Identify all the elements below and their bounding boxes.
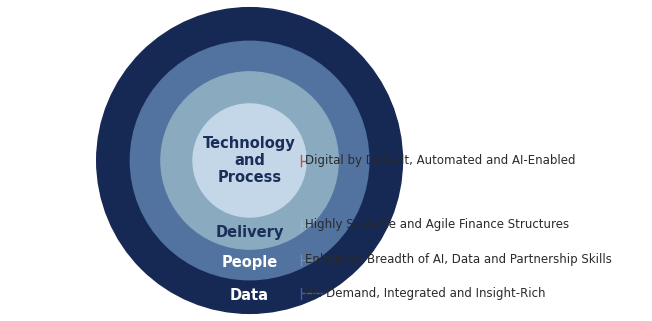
- Circle shape: [193, 104, 306, 217]
- Text: On-Demand, Integrated and Insight-Rich: On-Demand, Integrated and Insight-Rich: [304, 287, 545, 300]
- Text: People: People: [222, 256, 278, 270]
- Text: Delivery: Delivery: [215, 225, 284, 240]
- Circle shape: [96, 8, 402, 313]
- Text: Digital by Default, Automated and AI-Enabled: Digital by Default, Automated and AI-Ena…: [304, 154, 575, 167]
- Text: Enhanced Breadth of AI, Data and Partnership Skills: Enhanced Breadth of AI, Data and Partner…: [304, 253, 612, 266]
- Text: Technology
and
Process: Technology and Process: [203, 135, 296, 186]
- Text: Highly Scalable and Agile Finance Structures: Highly Scalable and Agile Finance Struct…: [304, 218, 569, 231]
- Circle shape: [130, 41, 369, 280]
- Text: Data: Data: [230, 288, 269, 302]
- Circle shape: [161, 72, 338, 249]
